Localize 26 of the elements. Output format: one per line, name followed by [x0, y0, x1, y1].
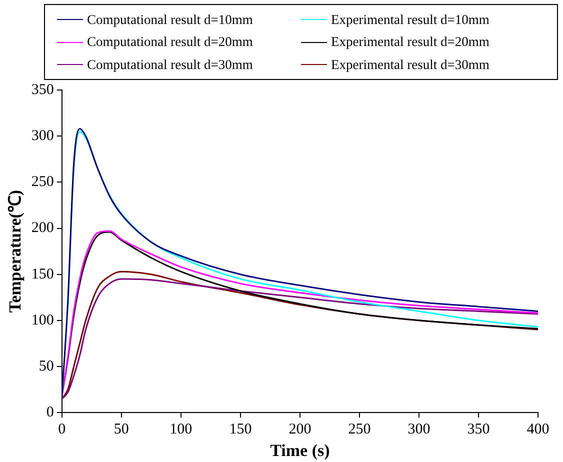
y-tick-label: 200 [31, 220, 54, 236]
y-tick-label: 100 [31, 312, 54, 328]
x-tick-label: 100 [170, 422, 192, 438]
x-tick-label: 400 [526, 422, 550, 438]
x-tick-label: 350 [467, 422, 490, 438]
legend-label: Experimental result d=30mm [331, 56, 490, 72]
legend-label: Computational result d=10mm [87, 12, 253, 28]
x-axis-title: Time (s) [270, 441, 330, 460]
legend-label: Computational result d=20mm [87, 34, 253, 50]
y-tick-label: 50 [38, 358, 54, 374]
legend-label: Computational result d=30mm [87, 56, 253, 72]
y-tick-label: 300 [31, 128, 54, 144]
y-tick-label: 0 [46, 404, 54, 421]
y-tick-label: 250 [31, 174, 54, 190]
x-tick-label: 50 [114, 422, 129, 438]
x-tick-label: 300 [408, 422, 430, 438]
legend-label: Experimental result d=20mm [331, 34, 490, 50]
y-axis-title: Temperature(℃) [6, 190, 25, 313]
line-series [62, 128, 538, 397]
x-tick-label: 250 [348, 422, 371, 438]
x-tick-label: 0 [58, 422, 66, 438]
x-tick-label: 200 [288, 422, 312, 438]
legend-label: Experimental result d=10mm [331, 12, 490, 28]
y-tick-label: 350 [31, 82, 54, 98]
y-tick-label: 150 [31, 266, 54, 282]
x-tick-label: 150 [229, 422, 252, 438]
